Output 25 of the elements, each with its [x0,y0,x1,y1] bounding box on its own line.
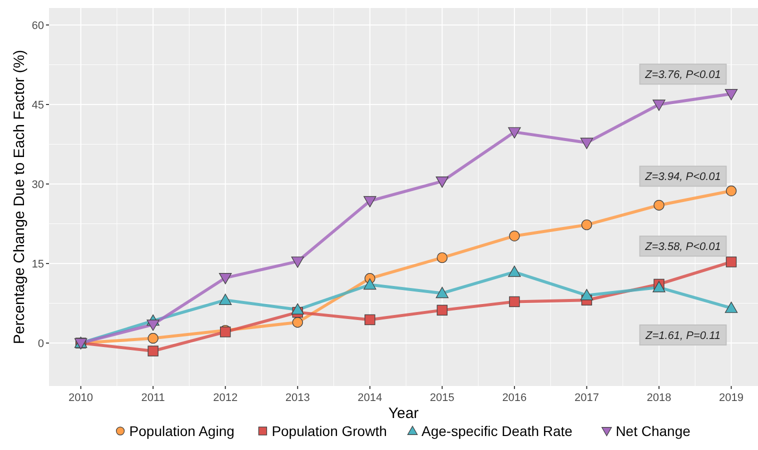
x-tick-label: 2017 [574,392,599,404]
x-tick-label: 2010 [68,392,94,404]
legend-label: Age-specific Death Rate [422,423,573,439]
x-tick-label: 2014 [358,392,382,404]
x-tick-label: 2013 [285,392,310,404]
annotation: Z=3.58, P<0.01 [644,241,721,254]
y-tick-label: 0 [38,338,44,350]
legend-label: Net Change [616,423,691,439]
x-tick-label: 2016 [502,392,527,404]
x-tick-label: 2011 [141,392,165,404]
y-tick-label: 45 [32,99,44,112]
annotation: Z=1.61, P=0.11 [644,330,721,342]
x-tick-label: 2019 [719,392,744,404]
y-tick-label: 30 [32,179,44,192]
legend-label: Population Aging [129,423,234,439]
x-tick-label: 2012 [213,392,238,404]
legend-label: Population Growth [272,423,387,439]
x-axis-title: Year [388,405,419,422]
y-tick-label: 15 [32,258,44,271]
x-tick-label: 2015 [430,392,454,404]
annotation: Z=3.76, P<0.01 [644,69,721,82]
y-tick-label: 60 [32,20,44,32]
annotation: Z=3.94, P<0.01 [644,171,721,184]
y-axis-title: Percentage Change Due to Each Factor (%) [11,50,28,344]
x-tick-label: 2018 [646,392,672,404]
